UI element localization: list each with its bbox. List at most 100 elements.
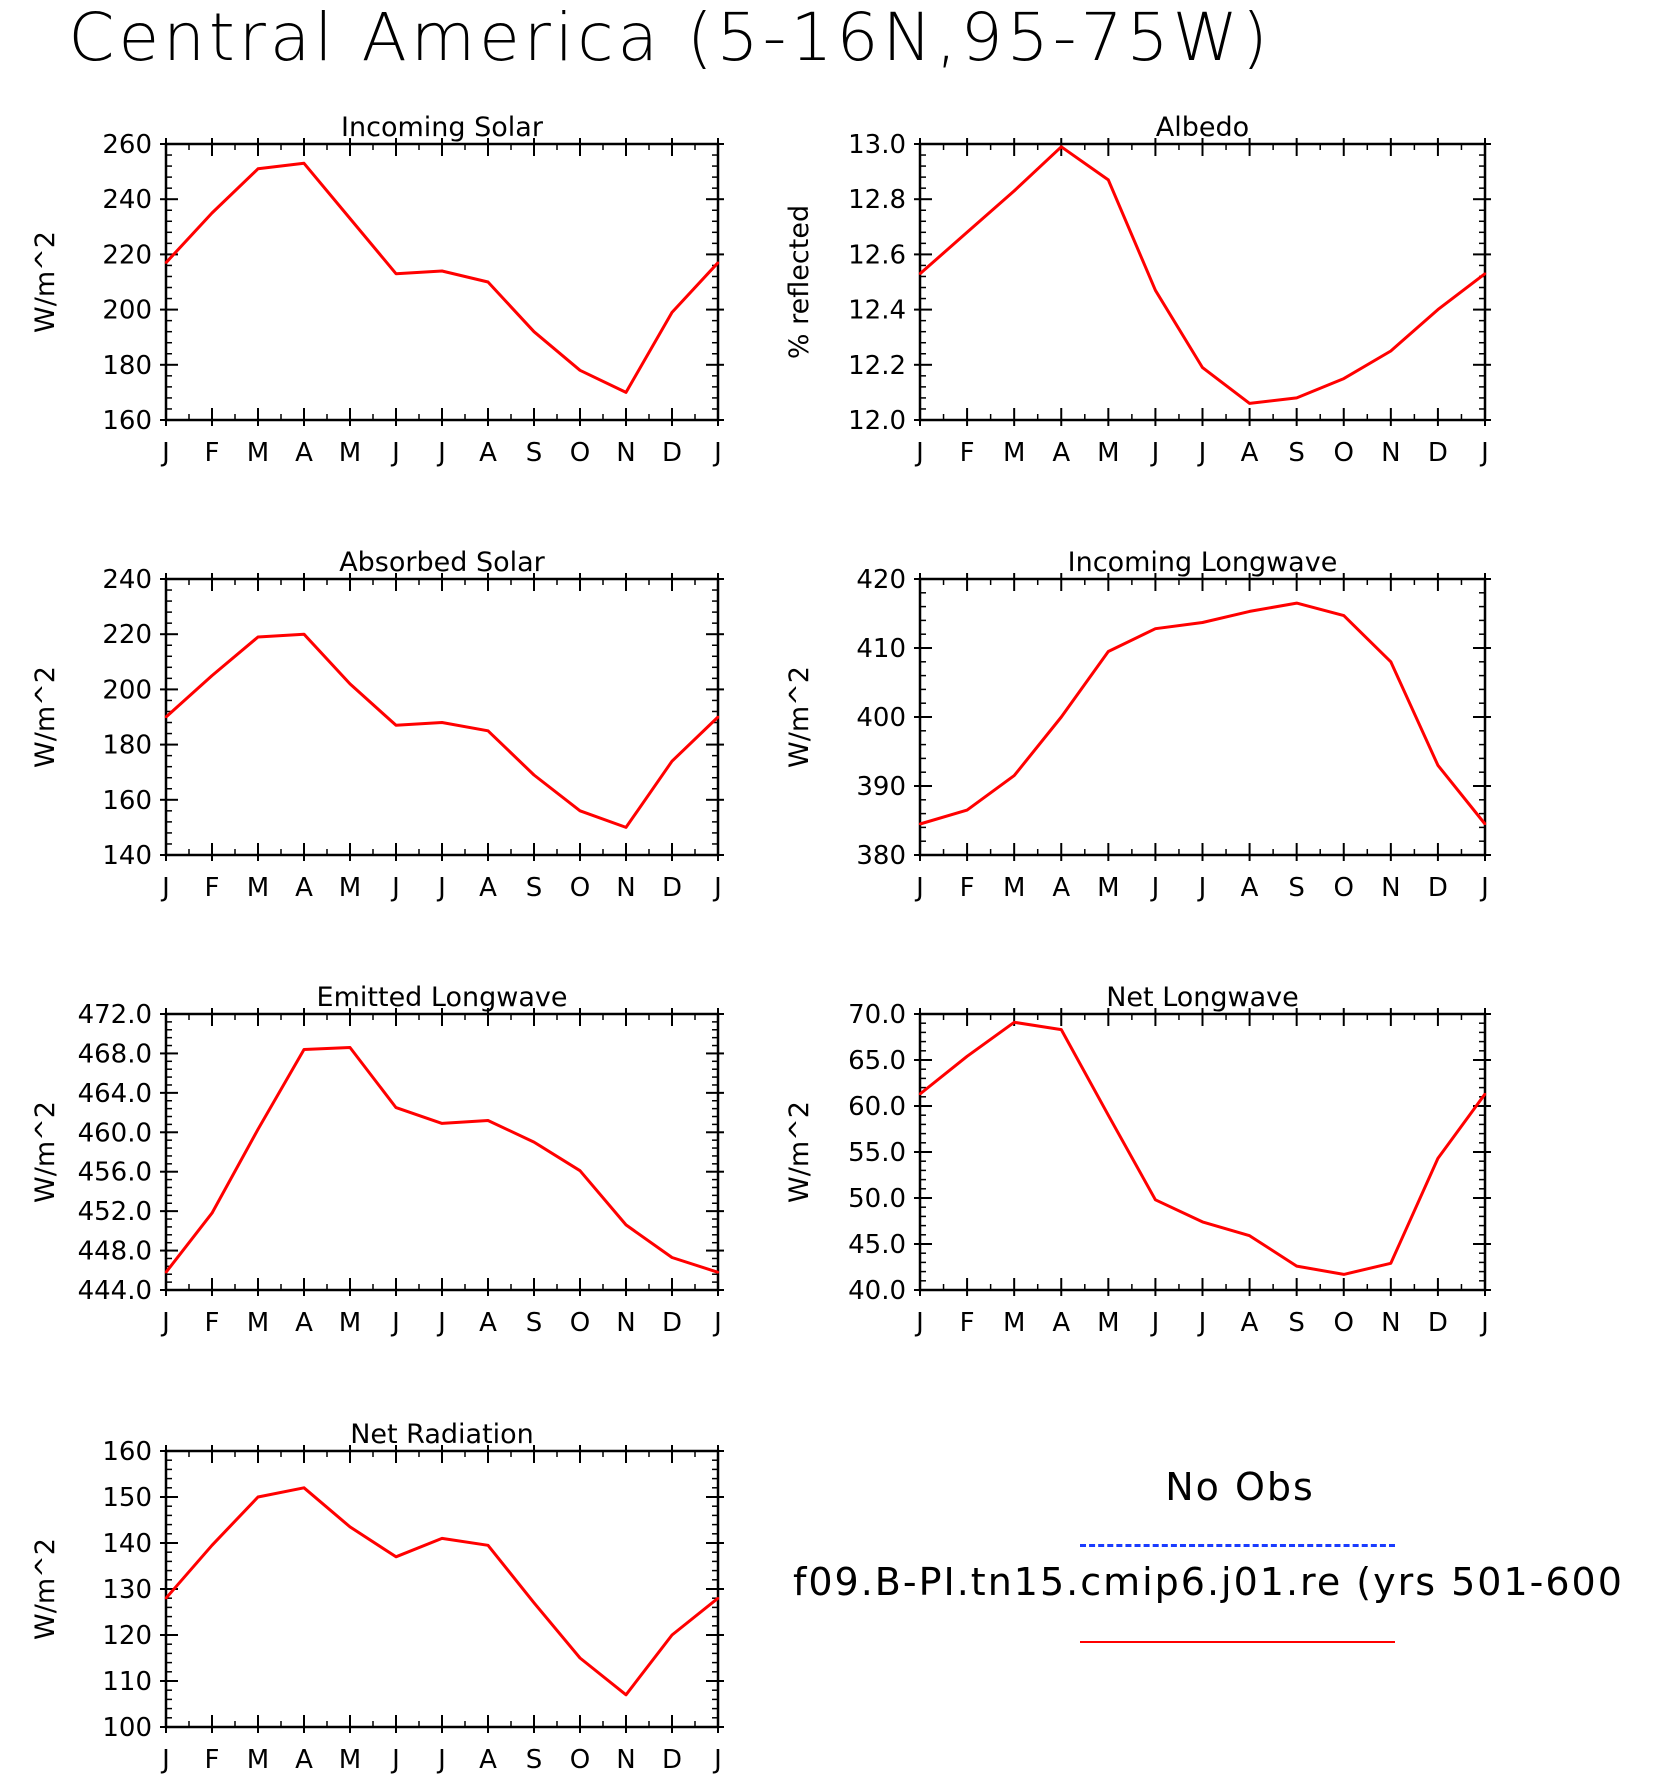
x-tick-label: O [1334,873,1354,903]
y-tick-label: 380 [856,841,906,871]
x-tick-label: M [339,438,361,468]
y-tick-label: 110 [102,1667,152,1697]
x-tick-label: J [1150,438,1160,468]
data-point [1483,822,1487,826]
x-tick-label: M [339,873,361,903]
data-point [1436,308,1440,311]
y-tick-label: 70.0 [848,1000,906,1030]
y-tick-label: 60.0 [848,1092,906,1122]
y-axis-label: W/m^2 [784,1101,815,1203]
panel-title: Incoming Longwave [1068,547,1338,578]
x-tick-label: J [160,873,170,903]
data-point [716,715,720,719]
data-point [918,1092,922,1096]
x-tick-label: S [526,873,543,903]
x-tick-label: A [295,1308,313,1338]
x-tick-label: J [390,438,400,468]
x-tick-label: A [479,438,497,468]
x-tick-label: A [479,1308,497,1338]
x-tick-label: A [1241,873,1259,903]
data-point [210,674,214,677]
page-title: Central America (5-16N,95-75W) [68,0,1272,76]
x-tick-label: A [1052,438,1070,468]
data-point [1107,178,1110,182]
x-tick-label: J [1197,1308,1207,1338]
data-point [716,1597,720,1600]
data-point [624,391,628,394]
x-tick-label: J [914,438,924,468]
x-tick-label: D [1428,1308,1448,1338]
data-point [918,822,922,826]
y-tick-label: 13.0 [848,130,906,160]
data-point [532,330,536,333]
y-tick-label: 160 [102,1437,152,1467]
y-tick-label: 12.8 [848,185,906,215]
y-tick-label: 50.0 [848,1184,906,1214]
data-point [1436,1157,1440,1160]
data-point [532,773,536,777]
data-point [440,721,444,724]
x-tick-label: S [1288,438,1305,468]
x-tick-label: F [205,873,220,903]
data-point [965,1055,969,1058]
x-tick-label: O [570,438,590,468]
y-tick-label: 468.0 [78,1039,152,1069]
x-tick-label: S [1288,873,1305,903]
x-tick-label: M [1003,873,1025,903]
y-tick-label: 120 [102,1621,152,1651]
x-tick-label: A [1241,438,1259,468]
data-point [440,1122,444,1125]
y-tick-label: 240 [102,185,152,215]
data-point [670,311,674,314]
x-tick-label: M [1097,1308,1119,1338]
y-tick-label: 160 [102,406,152,436]
plot-frame [918,577,1487,857]
x-tick-label: F [205,438,220,468]
x-tick-label: J [436,438,446,468]
y-tick-label: 260 [102,130,152,160]
x-tick-label: N [616,873,635,903]
data-point [1012,189,1016,193]
data-point [1201,366,1204,369]
data-point [1483,272,1487,275]
data-point [532,1601,536,1605]
x-tick-label: A [479,873,497,903]
data-point [1389,1262,1393,1265]
data-point [1483,1092,1487,1096]
data-point [532,1140,536,1144]
x-tick-label: J [1479,438,1489,468]
data-point [1154,627,1157,630]
data-point [1060,145,1063,148]
data-point [256,1128,260,1131]
data-point [486,280,490,284]
legend-model-label: f09.B-PI.tn15.cmip6.j01.re (yrs 501-600 [793,1560,1624,1604]
y-tick-label: 180 [102,351,152,381]
incoming-solar-panel: J F M A M J J A S O N D J160180200220240260Incoming … [30,112,724,468]
data-point [164,261,168,264]
y-tick-label: 410 [856,634,906,664]
series-line [919,1020,1487,1276]
data-point [394,272,398,275]
x-tick-label: D [662,438,682,468]
data-point [1107,1114,1110,1117]
panel-title: Albedo [1156,112,1249,143]
x-tick-label: M [1003,438,1025,468]
data-point [716,261,720,264]
x-tick-label: N [1381,438,1400,468]
y-axis-label: W/m^2 [784,666,815,768]
x-tick-label: J [390,873,400,903]
x-tick-label: M [247,1308,269,1338]
x-tick-label: D [1428,438,1448,468]
x-tick-label: J [1479,1308,1489,1338]
data-point [486,1119,490,1122]
data-point [624,1223,628,1227]
data-point [670,1256,674,1259]
data-point [348,217,352,220]
data-point [256,635,260,639]
y-tick-label: 140 [102,1529,152,1559]
x-tick-label: N [1381,1308,1400,1338]
x-tick-label: J [712,1308,722,1338]
x-tick-label: J [1197,873,1207,903]
emitted-longwave-panel: J F M A M J J A S O N D J444.0448.0452.0456.0460.046… [30,982,724,1338]
